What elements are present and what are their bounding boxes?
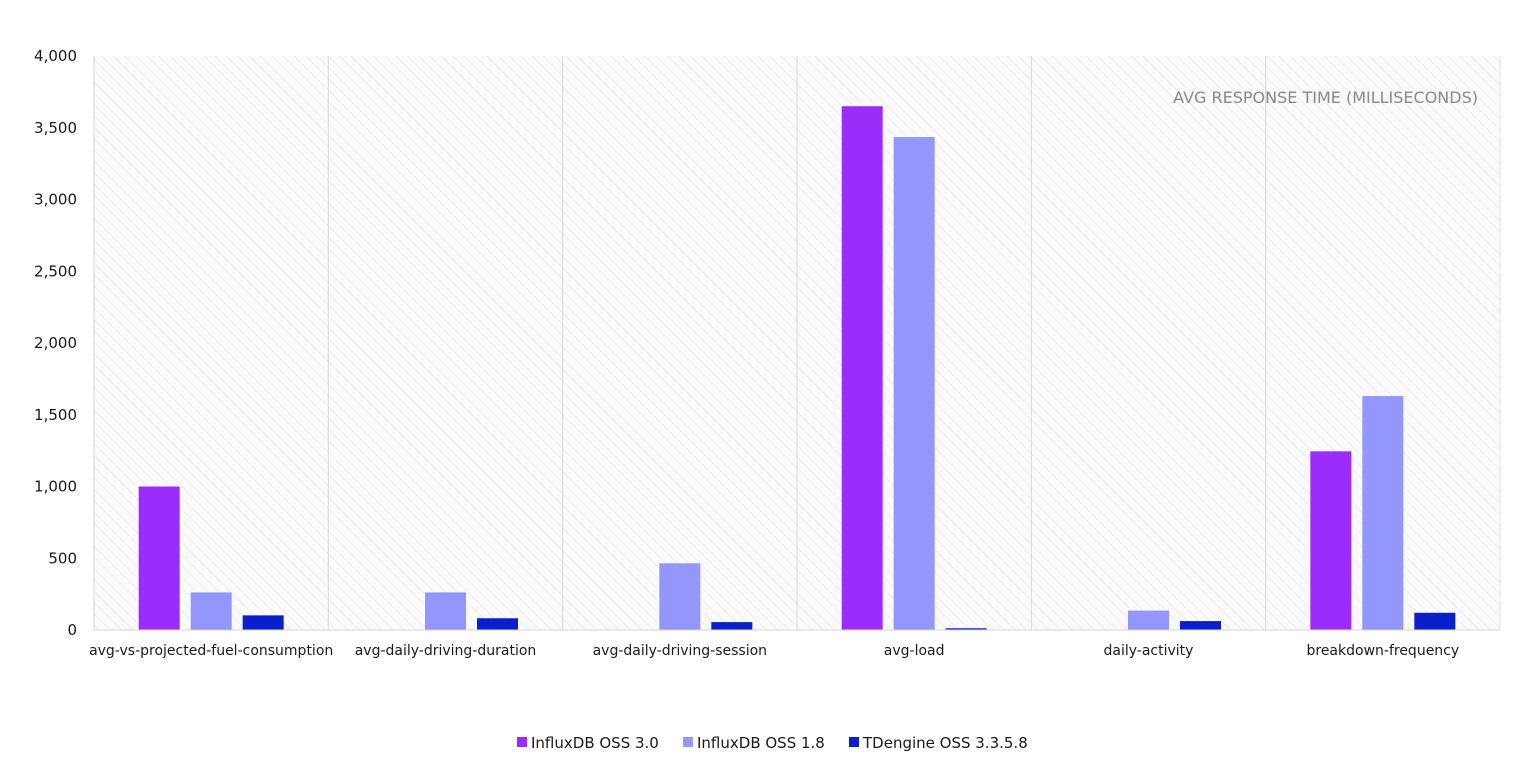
x-category-label: avg-daily-driving-session [593,643,767,659]
y-tick-label: 3,500 [34,119,77,137]
bar [659,563,701,630]
x-axis-category-labels: avg-vs-projected-fuel-consumption avg-dai… [89,643,1459,659]
bar [945,628,987,630]
y-axis-tick-labels: 0 500 1,000 1,500 2,000 2,500 3,000 3,500 4,000 [34,47,77,639]
bar [893,137,935,630]
y-tick-label: 3,000 [34,191,77,209]
bar [1128,610,1169,630]
legend-label: InfluxDB OSS 3.0 [531,734,659,752]
bar [190,592,232,630]
bar [711,622,753,630]
bar [242,615,284,630]
x-category-label: avg-vs-projected-fuel-consumption [89,643,333,659]
legend: InfluxDB OSS 3.0 InfluxDB OSS 1.8 TDengine… [517,734,1028,752]
bar [1414,612,1456,630]
chart-title: AVG RESPONSE TIME (MILLISECONDS) [1173,88,1478,107]
y-tick-label: 1,000 [34,478,77,496]
x-category-label: avg-daily-driving-duration [355,643,537,659]
x-category-label: avg-load [884,643,945,659]
y-tick-label: 1,500 [34,406,77,424]
y-tick-label: 2,000 [34,334,77,352]
bar [1310,451,1352,630]
legend-swatch [849,737,859,747]
bar [425,592,466,630]
y-tick-label: 500 [48,549,77,567]
y-tick-label: 0 [67,621,77,639]
bars [138,106,1456,631]
bar [841,106,883,631]
legend-swatch [517,737,527,747]
legend-label: InfluxDB OSS 1.8 [697,734,825,752]
bar [477,618,518,630]
y-tick-label: 2,500 [34,262,77,280]
x-category-label: breakdown-frequency [1306,643,1459,659]
bar [138,486,180,630]
bar [1362,396,1404,630]
legend-label: TDengine OSS 3.3.5.8 [862,734,1028,752]
y-tick-label: 4,000 [34,47,77,65]
x-category-label: daily-activity [1104,643,1194,659]
legend-swatch [683,737,693,747]
bar [1180,621,1221,630]
category-dividers [327,56,1501,630]
